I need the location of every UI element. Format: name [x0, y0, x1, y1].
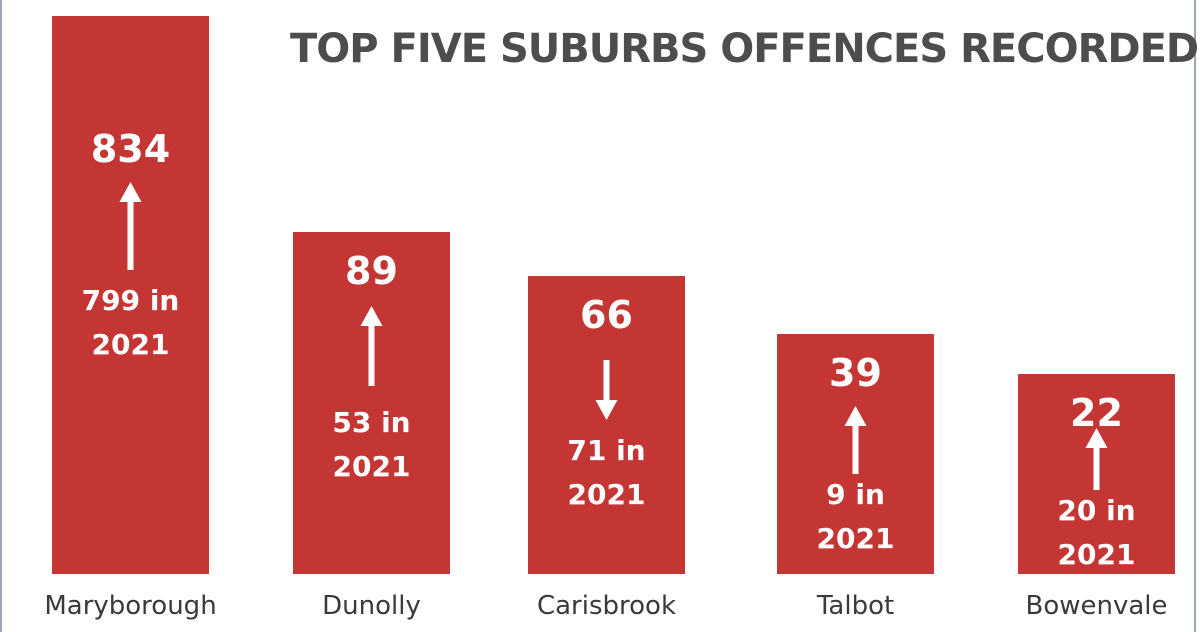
category-label-carisbrook: Carisbrook — [537, 591, 676, 621]
bar-group-maryborough: 834 799 in 2021 Maryborough — [44, 16, 217, 621]
value-label-dunolly: 89 — [345, 249, 398, 293]
category-label-talbot: Talbot — [816, 591, 894, 621]
bar-group-talbot: 39 9 in 2021 Talbot — [777, 334, 934, 621]
category-label-maryborough: Maryborough — [44, 591, 216, 621]
bar-group-bowenvale: 22 20 in 2021 Bowenvale — [1018, 374, 1175, 621]
arrow-up-icon-bowenvale — [1085, 428, 1108, 490]
previous-label-bowenvale: 20 in 2021 — [1057, 494, 1135, 571]
category-label-bowenvale: Bowenvale — [1025, 591, 1167, 621]
bar-carisbrook — [528, 276, 685, 574]
previous-label-carisbrook: 71 in 2021 — [567, 434, 645, 511]
value-label-maryborough: 834 — [91, 127, 170, 171]
arrow-up-icon-talbot — [844, 406, 867, 474]
value-label-talbot: 39 — [829, 351, 882, 395]
value-label-carisbrook: 66 — [580, 293, 633, 337]
previous-label-maryborough: 799 in 2021 — [82, 284, 180, 361]
previous-label-talbot: 9 in 2021 — [817, 478, 895, 555]
category-label-dunolly: Dunolly — [322, 591, 421, 621]
bar-dunolly — [293, 232, 450, 574]
bar-group-dunolly: 89 53 in 2021 Dunolly — [293, 232, 450, 621]
value-label-bowenvale: 22 — [1070, 391, 1123, 435]
previous-label-dunolly: 53 in 2021 — [332, 406, 410, 483]
arrow-up-icon-maryborough — [119, 182, 142, 270]
arrow-down-icon-carisbrook — [595, 360, 618, 420]
bar-maryborough — [52, 16, 209, 574]
arrow-up-icon-dunolly — [360, 306, 383, 386]
bar-group-carisbrook: 66 71 in 2021 Carisbrook — [528, 276, 685, 621]
chart-title: TOP FIVE SUBURBS OFFENCES RECORDED — [290, 26, 1199, 72]
